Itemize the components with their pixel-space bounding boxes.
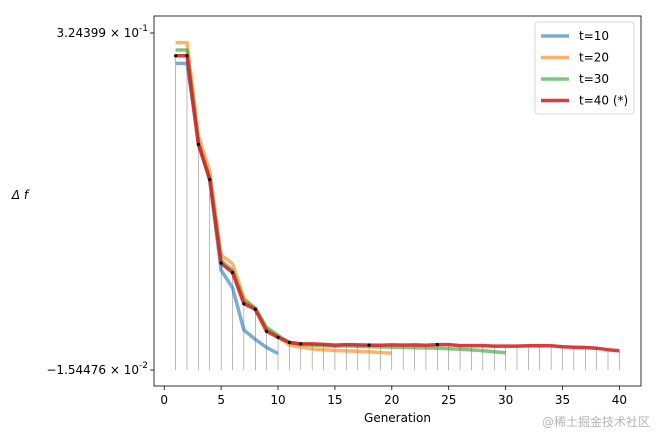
best-marker: [230, 270, 235, 275]
best-marker: [276, 335, 280, 339]
x-tick-label: 10: [270, 393, 285, 407]
best-marker: [299, 342, 303, 346]
x-tick-label: 15: [327, 393, 342, 407]
plot-frame: [153, 15, 642, 387]
series-line-t-40: [175, 54, 620, 353]
x-tick-label: 30: [498, 393, 513, 407]
best-marker: [174, 54, 178, 58]
y-tick-label: −1.54476 × 10-2: [46, 361, 148, 377]
best-marker: [185, 54, 189, 58]
y-axis-label: Δ f: [11, 188, 30, 202]
best-marker: [287, 340, 292, 344]
x-tick-label: 35: [555, 393, 570, 407]
best-markers: [174, 54, 439, 347]
legend-entry-label: t=20: [579, 51, 609, 65]
best-marker: [435, 342, 439, 347]
x-axis-ticks: 0 5 10 15 20 25 30 35 40: [160, 386, 627, 407]
best-marker: [208, 177, 212, 182]
x-tick-label: 0: [160, 393, 168, 407]
best-marker: [219, 261, 223, 265]
series-line-t-30: [175, 48, 506, 355]
y-tick-label: 3.24399 × 10-1: [56, 24, 148, 40]
best-marker: [196, 142, 200, 146]
x-tick-label: 20: [384, 393, 399, 407]
legend: t=10 t=20 t=30 t=40 (*): [534, 21, 635, 115]
x-tick-label: 5: [217, 393, 225, 407]
series-line-t-20: [175, 40, 392, 355]
legend-box: [534, 21, 635, 115]
best-marker: [242, 302, 246, 306]
legend-entry-label: t=40 (*): [579, 94, 628, 108]
best-marker: [253, 307, 257, 311]
series-line-t-10: [175, 61, 279, 356]
x-tick-label: 40: [612, 393, 627, 407]
best-marker: [367, 343, 371, 347]
series-lines: [175, 40, 620, 356]
x-tick-label: 25: [441, 393, 456, 407]
x-axis-label: Generation: [364, 411, 431, 425]
legend-entry-label: t=30: [579, 72, 609, 86]
y-axis-ticks: 3.24399 × 10-1 −1.54476 × 10-2: [46, 24, 154, 377]
best-marker: [265, 329, 269, 333]
legend-entry-label: t=10: [579, 29, 609, 43]
watermark-text: @稀土掘金技术社区: [542, 414, 650, 429]
